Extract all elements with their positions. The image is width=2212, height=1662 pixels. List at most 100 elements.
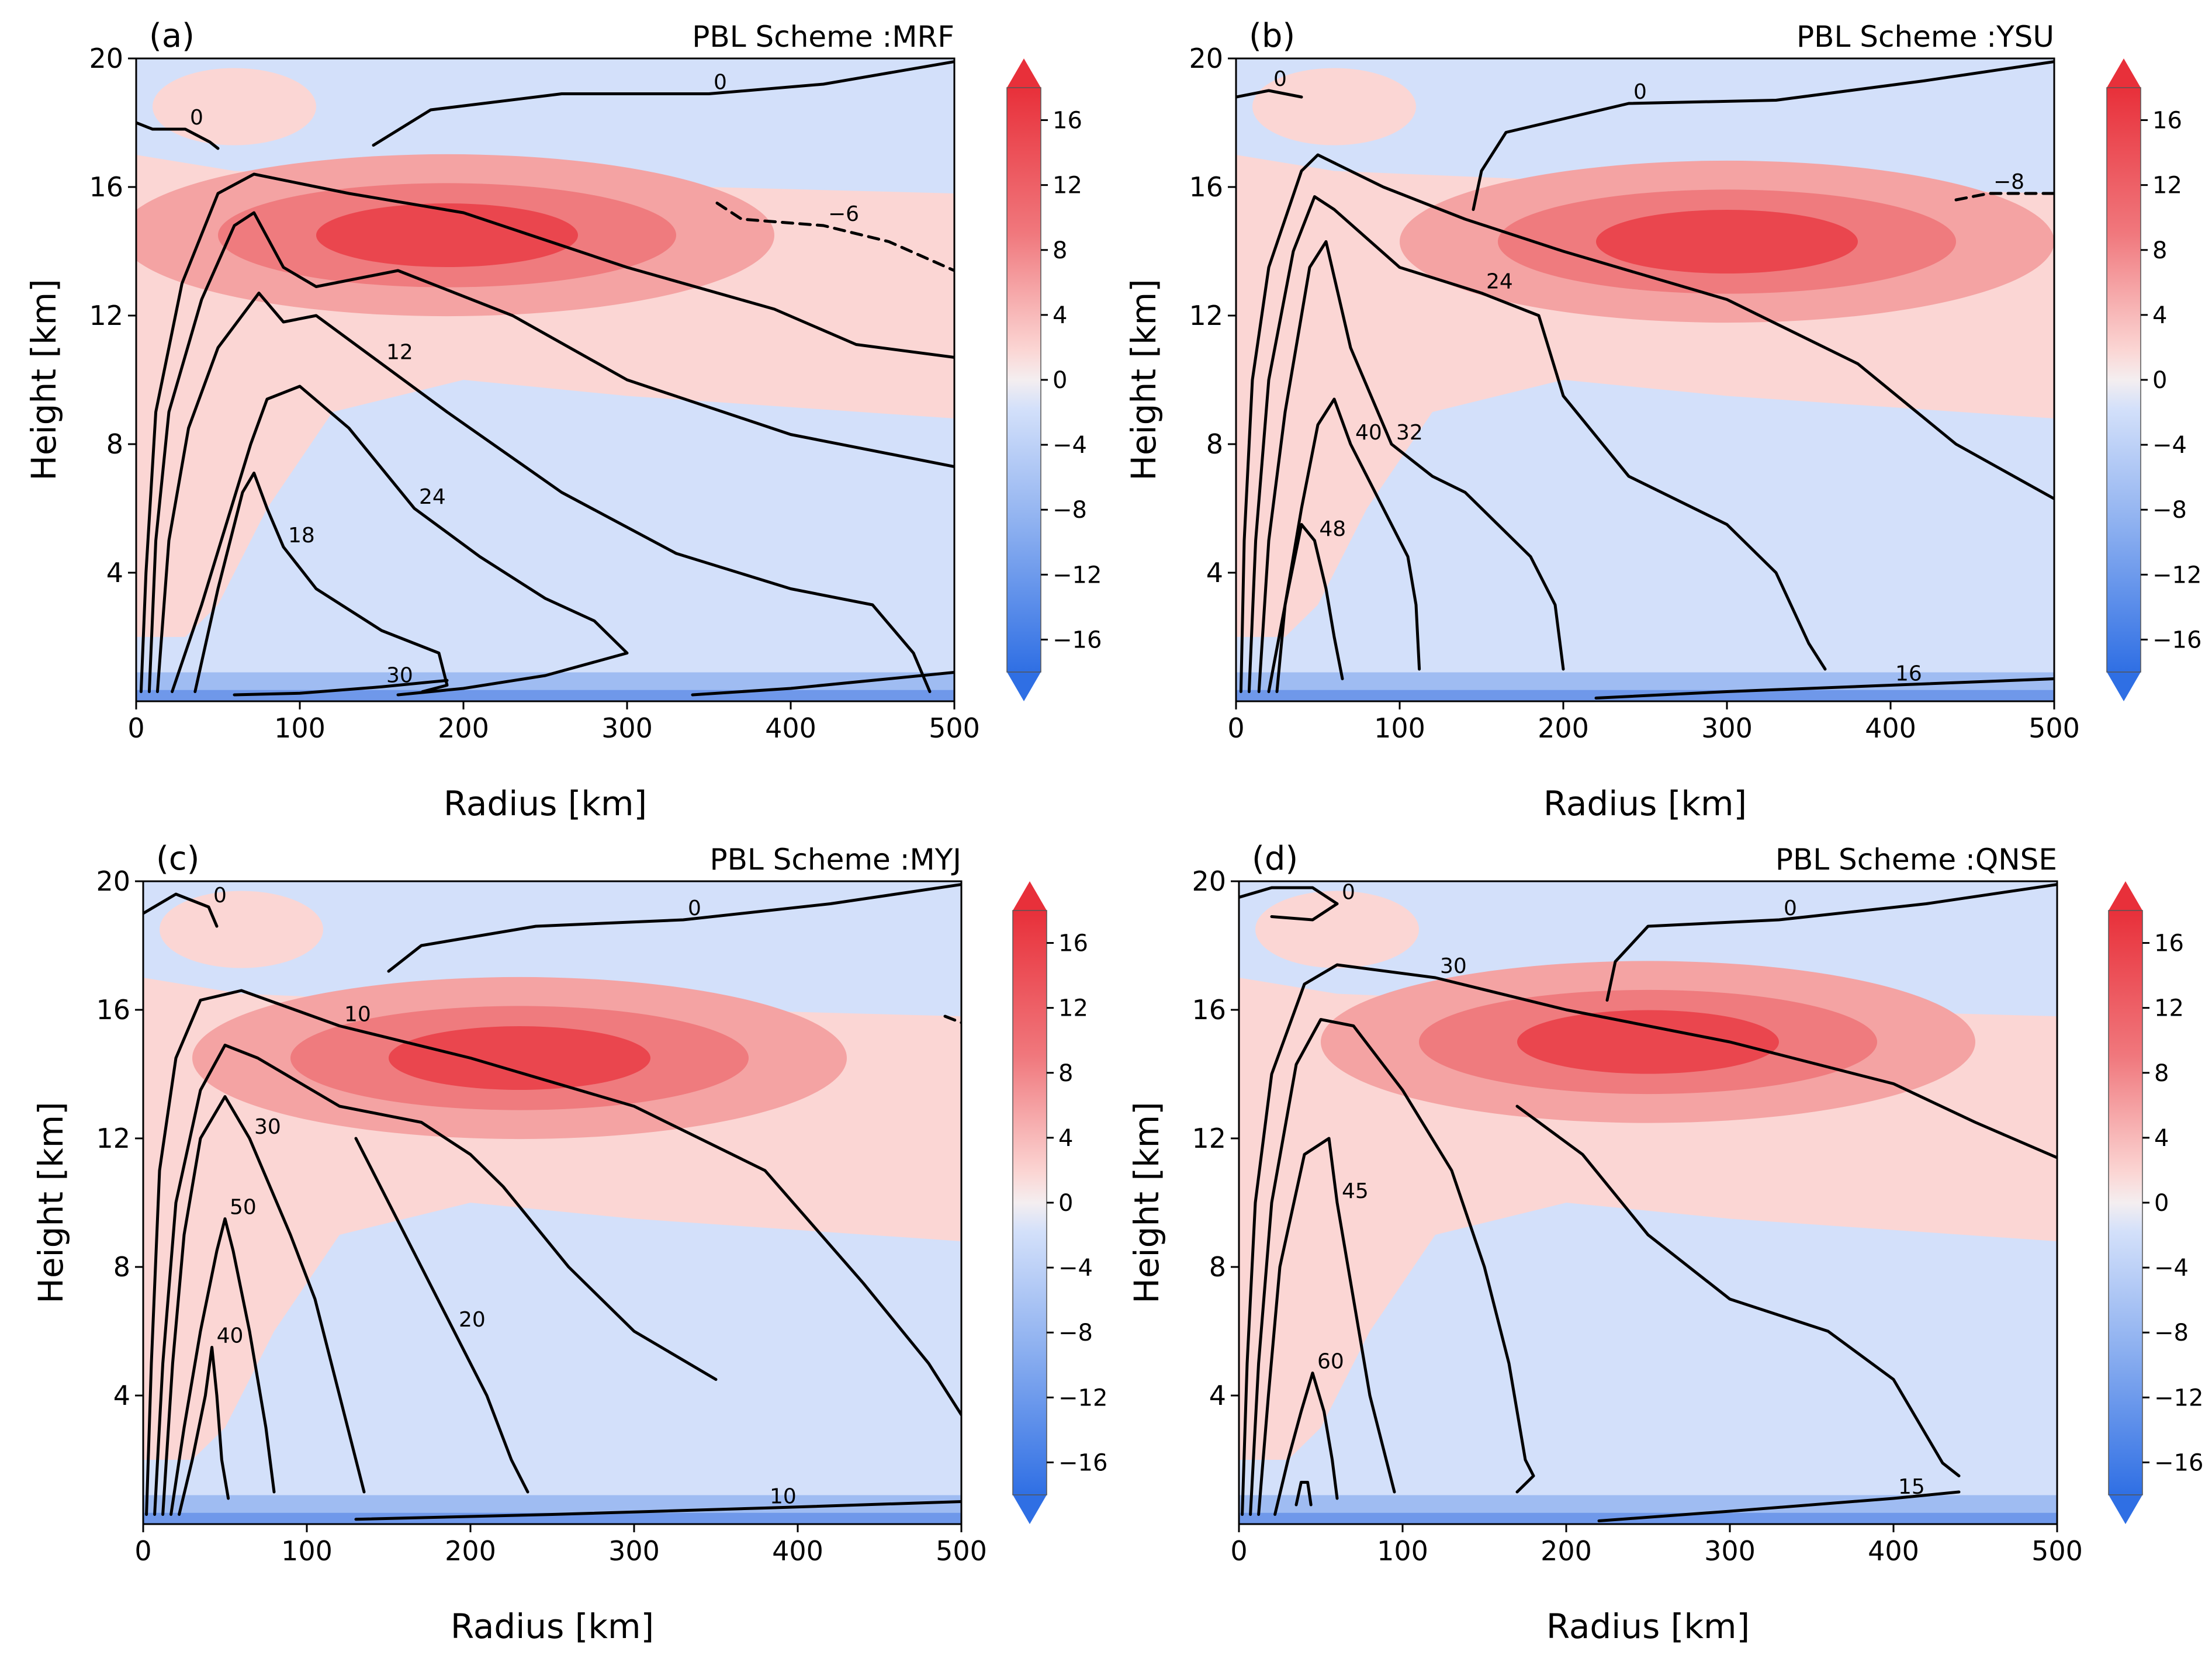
plot-frame [1235,57,2055,702]
contour-label: 20 [459,1308,486,1332]
contour-line [1273,1372,1339,1516]
surface-anomaly [143,1512,961,1524]
colorbar-tick-label: 12 [2154,995,2184,1022]
y-tick-label: 4 [1209,1380,1226,1411]
contour-line [691,671,954,697]
contour-label: 45 [1342,1179,1369,1203]
y-tick-label: 16 [1189,171,1223,203]
y-axis-label: Height [km] [24,279,64,481]
x-tick-label: 400 [1865,712,1916,744]
y-tick-label: 20 [1189,43,1223,74]
y-tick-label: 12 [89,300,123,331]
contour-label: 0 [1342,881,1355,905]
colorbar-tick-label: −12 [2154,1384,2203,1411]
x-tick-label: 200 [1541,1535,1592,1567]
panel-letter: (c) [156,840,199,878]
contour-label: 10 [770,1485,797,1509]
contour-line [169,1217,276,1516]
y-tick-label: 12 [96,1123,130,1154]
colorbar-tick-label: −12 [1058,1384,1107,1411]
contour-label: 0 [1784,896,1797,920]
contour-label: 0 [714,71,727,95]
y-tick-label: 16 [1192,994,1226,1026]
plot-frame [135,57,956,702]
x-tick-label: 400 [1868,1535,1919,1567]
y-axis-label: Height [km] [31,1102,71,1304]
outflow-anomaly-max [389,1026,650,1090]
y-tick-label: 8 [106,428,123,460]
x-tick-label: 400 [772,1535,823,1567]
colorbar-tick-label: 4 [2154,1125,2169,1152]
contour-label: 0 [1273,67,1287,91]
y-tick-label: 8 [1206,428,1223,460]
x-tick-label: 500 [936,1535,987,1567]
x-tick-label: 300 [1701,712,1753,744]
contour-line [1594,677,2054,700]
colorbar-tick-label: 4 [1058,1125,1073,1152]
outflow-anomaly-max [1596,210,1858,273]
y-tick-label: 16 [96,994,130,1026]
contour-label: 0 [688,896,701,920]
contour-label: 32 [1396,421,1423,445]
plot-frame [1238,880,2058,1525]
colorbar-extend-max [2109,881,2142,910]
contour-label: 30 [1440,954,1467,978]
contour-line [1249,1018,1535,1516]
colorbar: 16 12 8 4 0 −4 −8 −12 −16 [1012,881,1107,1524]
contour-line [139,172,954,693]
x-tick-label: 100 [1374,712,1425,744]
colorbar-extend-min [2109,1495,2142,1524]
colorbar-tick-label: −8 [2152,497,2187,524]
contour-line [171,385,629,697]
x-tick-label: 0 [134,1535,151,1567]
panel-title: PBL Scheme :YSU [1796,20,2054,54]
outflow-anomaly-max [1517,1010,1779,1074]
contour-label: 10 [344,1003,371,1027]
colorbar-tick-label: −4 [1053,432,1087,459]
colorbar-gradient [1007,88,1041,672]
colorbar-tick-label: 0 [2152,367,2167,394]
colorbar-extend-min [2107,672,2141,701]
colorbar-tick-label: 0 [1058,1190,1073,1217]
colorbar-tick-label: 16 [1058,930,1088,957]
heatmap-field [136,58,954,701]
colorbar-tick-label: −16 [1053,626,1102,653]
colorbar-tick-label: 12 [1058,995,1088,1022]
contour-label: 18 [288,524,315,548]
colorbar-tick-label: −4 [2152,432,2187,459]
contour-line [354,1500,961,1521]
contour-label: 15 [1898,1475,1925,1499]
colorbar-gradient [1013,910,1047,1495]
upper-anomaly-region [1255,891,1419,968]
contour-line [153,1044,718,1516]
contour-label: 16 [1895,662,1922,686]
colorbar-extend-max [2107,58,2141,88]
contour-line [155,292,932,693]
y-tick-label: 12 [1192,1123,1226,1154]
x-tick-label: 100 [1377,1535,1428,1567]
contour-line [178,1346,230,1516]
contour-line [1257,240,1565,693]
colorbar-tick-label: 8 [2154,1060,2169,1087]
x-axis-label: Radius [km] [1546,1606,1750,1646]
contour-line [372,60,954,147]
contour-line [1247,195,1827,693]
contour-label: 24 [1486,270,1513,294]
colorbar-gradient [2107,88,2141,672]
contour-line [193,472,449,693]
y-tick-label: 20 [89,43,123,74]
colorbar-tick-label: −16 [2152,626,2201,653]
contour-label: 0 [213,884,227,908]
y-tick-label: 4 [113,1380,130,1411]
colorbar-tick-label: −4 [1058,1255,1093,1282]
contour-line [147,211,954,693]
panel-title: PBL Scheme :MRF [692,20,954,54]
contour-line [1236,89,1303,99]
contour-line [1275,523,1344,693]
x-axis-label: Radius [km] [451,1606,654,1646]
colorbar-extend-min [1013,1495,1047,1524]
contour-line [1241,963,2057,1516]
y-tick-label: 8 [1209,1251,1226,1283]
contour-line [1267,397,1421,693]
